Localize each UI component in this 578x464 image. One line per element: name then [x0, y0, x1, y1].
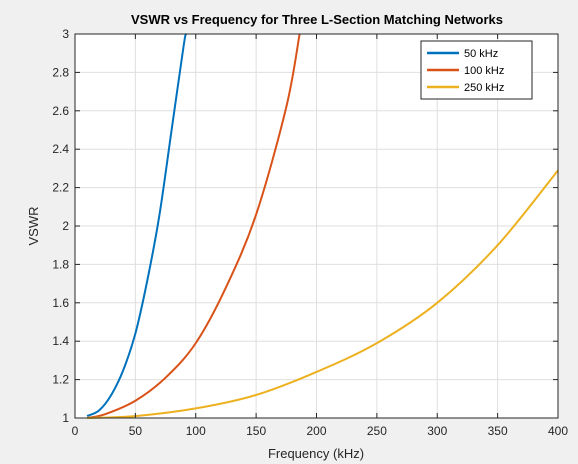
y-tick-label: 2.4 [52, 142, 69, 156]
tick-layer: 0 50 100 150 200 250 300 350 400 1 1.2 1.4 1.6 1.8 2 2.… [52, 27, 568, 438]
series-line-100-khz [86, 33, 301, 419]
legend-entry-label: 100 kHz [464, 65, 504, 77]
legend-entry-label: 250 kHz [464, 82, 504, 94]
x-tick-label: 0 [72, 424, 79, 438]
y-tick-label: 1.4 [52, 334, 69, 348]
y-tick-label: 1 [62, 411, 69, 425]
x-tick-label: 250 [367, 424, 387, 438]
grid-lines [74, 33, 559, 419]
y-tick-label: 2.6 [52, 104, 69, 118]
series-line-250-khz [87, 169, 559, 419]
legend-entry-label: 50 kHz [464, 48, 498, 60]
x-tick-label: 350 [488, 424, 508, 438]
legend: 50 kHz 100 kHz 250 kHz [420, 40, 533, 100]
x-tick-label: 400 [548, 424, 568, 438]
x-tick-label: 300 [427, 424, 447, 438]
y-tick-label: 2 [62, 219, 69, 233]
x-tick-label: 100 [186, 424, 206, 438]
y-tick-label: 2.2 [52, 181, 69, 195]
y-axis-label: VSWR [26, 207, 41, 246]
y-tick-label: 1.6 [52, 296, 69, 310]
y-tick-label: 3 [62, 27, 69, 41]
y-tick-label: 1.2 [52, 373, 69, 387]
y-tick-label: 1.8 [52, 257, 69, 271]
series-line-50-khz [86, 33, 188, 418]
y-tick-label: 2.8 [52, 65, 69, 79]
chart-title: VSWR vs Frequency for Three L-Section Ma… [131, 12, 503, 27]
x-tick-label: 50 [129, 424, 143, 438]
series-layer [86, 33, 559, 419]
x-tick-label: 150 [246, 424, 266, 438]
x-tick-label: 200 [306, 424, 326, 438]
x-axis-label: Frequency (kHz) [268, 446, 364, 461]
